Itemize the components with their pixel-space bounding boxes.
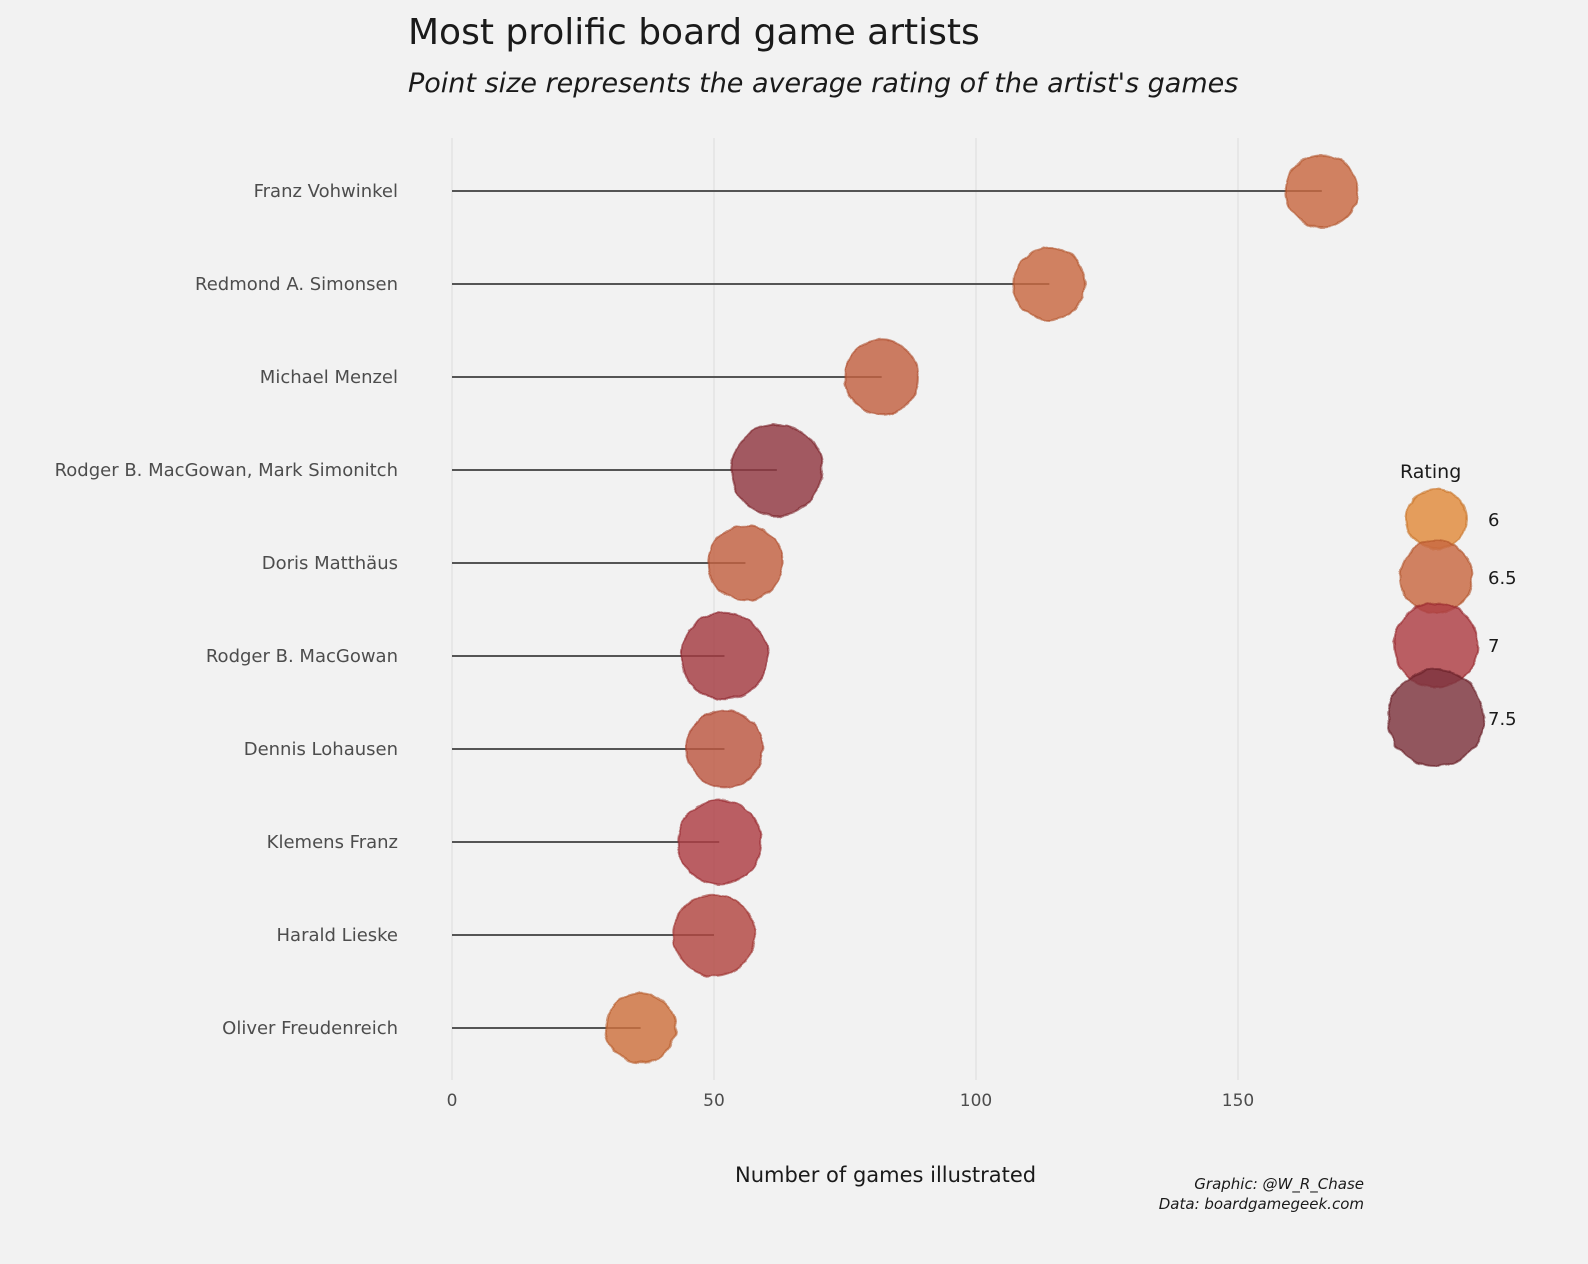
x-tick-label: 0 <box>447 1091 458 1111</box>
grid-lines <box>451 138 1239 1080</box>
caption-graphic: Graphic: @W_R_Chase <box>1194 1175 1364 1193</box>
data-point <box>672 893 756 977</box>
y-axis-label: Rodger B. MacGowan, Mark Simonitch <box>55 460 398 481</box>
y-axis-label: Harald Lieske <box>277 925 398 946</box>
data-point <box>1012 247 1087 321</box>
data-point <box>604 992 677 1064</box>
y-axis-labels: Franz Vohwinkel Redmond A. Simonsen Michae… <box>55 181 398 1039</box>
data-points <box>604 154 1359 1064</box>
y-axis-label: Oliver Freudenreich <box>222 1018 398 1039</box>
data-point <box>685 709 764 789</box>
caption: Graphic: @W_R_Chase Data: boardgamegeek.… <box>1159 1174 1364 1214</box>
chart-subtitle: Point size represents the average rating… <box>408 68 1239 99</box>
legend-key <box>1387 669 1485 767</box>
x-axis-title: Number of games illustrated <box>735 1163 1037 1187</box>
chart-title: Most prolific board game artists <box>408 12 980 53</box>
y-axis-label: Rodger B. MacGowan <box>206 646 398 667</box>
y-axis-label: Franz Vohwinkel <box>254 181 398 202</box>
y-axis-label: Dennis Lohausen <box>244 739 398 760</box>
data-point <box>1284 154 1359 228</box>
legend-label: 6 <box>1488 510 1499 531</box>
y-axis-label: Redmond A. Simonsen <box>195 274 398 295</box>
legend-title: Rating <box>1400 461 1462 483</box>
data-point <box>730 423 824 517</box>
x-tick-label: 100 <box>960 1091 992 1111</box>
data-point <box>680 611 769 701</box>
lollipop-stems <box>452 190 1322 1029</box>
legend-label: 7.5 <box>1488 709 1517 730</box>
data-point <box>676 799 763 885</box>
x-tick-label: 150 <box>1222 1091 1254 1111</box>
legend: 6 6.5 7 7.5 <box>1387 488 1517 767</box>
y-axis-label: Michael Menzel <box>260 367 398 388</box>
x-tick-label: 50 <box>703 1091 725 1111</box>
caption-data: Data: boardgamegeek.com <box>1158 1195 1364 1213</box>
legend-label: 6.5 <box>1488 568 1517 589</box>
data-point <box>707 524 784 602</box>
x-axis-ticks: 0 50 100 150 <box>447 1091 1255 1111</box>
legend-label: 7 <box>1488 636 1499 657</box>
data-point <box>843 338 920 416</box>
y-axis-label: Klemens Franz <box>267 832 398 853</box>
y-axis-label: Doris Matthäus <box>262 553 398 574</box>
